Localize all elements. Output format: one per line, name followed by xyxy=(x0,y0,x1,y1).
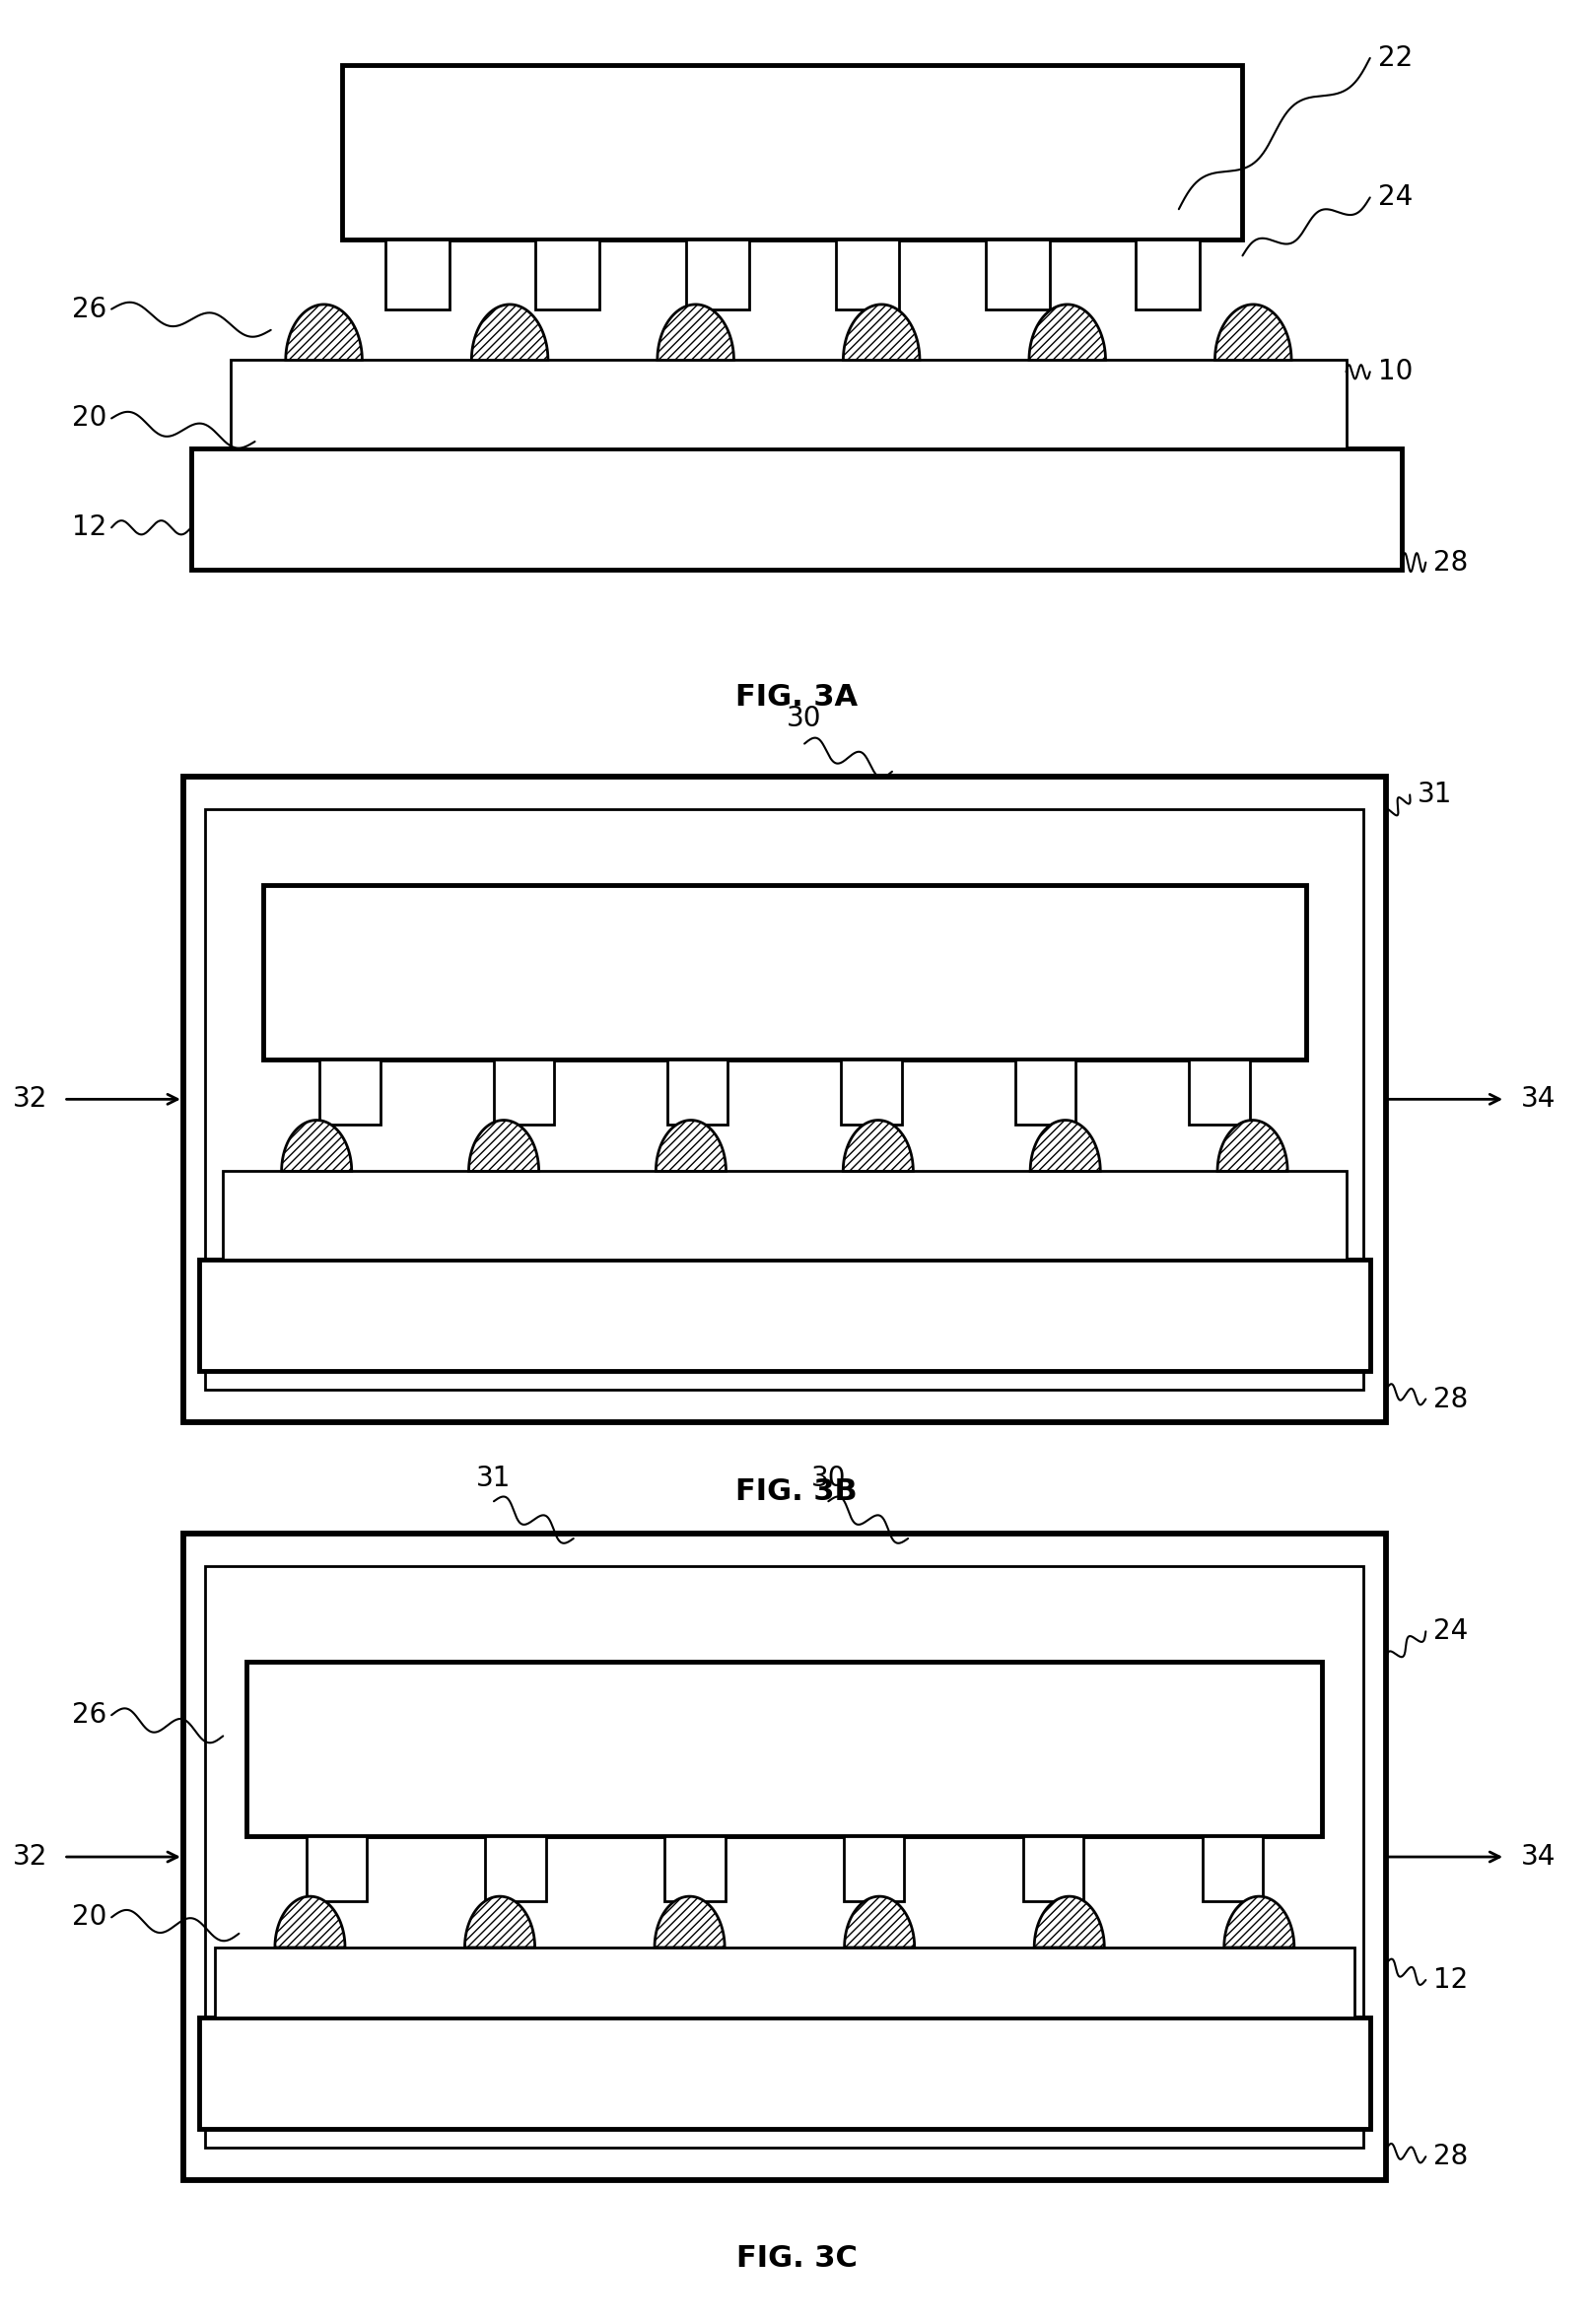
Text: 32: 32 xyxy=(13,1843,48,1871)
Text: 28: 28 xyxy=(1434,1385,1469,1413)
Polygon shape xyxy=(285,304,362,360)
Text: 34: 34 xyxy=(1521,1085,1556,1113)
Bar xyxy=(494,1060,554,1125)
Bar xyxy=(183,776,1386,1422)
Bar xyxy=(231,360,1346,449)
Bar xyxy=(664,1836,725,1901)
Text: 31: 31 xyxy=(476,1464,511,1492)
Polygon shape xyxy=(472,304,548,360)
Polygon shape xyxy=(1029,304,1106,360)
Bar xyxy=(342,65,1243,239)
Text: FIG. 3C: FIG. 3C xyxy=(736,2245,857,2273)
Text: 31: 31 xyxy=(1418,781,1453,809)
Polygon shape xyxy=(1215,304,1292,360)
Text: 32: 32 xyxy=(13,1085,48,1113)
Bar xyxy=(199,2017,1370,2129)
Bar xyxy=(1015,1060,1075,1125)
Bar xyxy=(191,449,1402,569)
Polygon shape xyxy=(465,1896,535,1948)
Bar xyxy=(386,239,449,309)
Bar xyxy=(263,885,1306,1060)
Bar xyxy=(215,1948,1354,2017)
Text: 20: 20 xyxy=(72,404,107,432)
Polygon shape xyxy=(1217,1120,1287,1171)
Bar xyxy=(1203,1836,1263,1901)
Polygon shape xyxy=(1223,1896,1294,1948)
Polygon shape xyxy=(656,1120,726,1171)
Bar xyxy=(205,1566,1364,2147)
Bar xyxy=(223,1171,1346,1260)
Text: 30: 30 xyxy=(787,704,822,732)
Bar xyxy=(986,239,1050,309)
Polygon shape xyxy=(1034,1896,1104,1948)
Polygon shape xyxy=(843,304,919,360)
Polygon shape xyxy=(468,1120,538,1171)
Bar xyxy=(247,1662,1322,1836)
Bar xyxy=(486,1836,546,1901)
Polygon shape xyxy=(658,304,734,360)
Bar xyxy=(1136,239,1200,309)
Bar xyxy=(306,1836,366,1901)
Bar xyxy=(844,1836,905,1901)
Text: 24: 24 xyxy=(1378,184,1413,211)
Bar xyxy=(841,1060,902,1125)
Bar xyxy=(205,809,1364,1390)
Text: 12: 12 xyxy=(1434,1966,1469,1994)
Polygon shape xyxy=(655,1896,725,1948)
Text: 26: 26 xyxy=(72,295,107,323)
Text: 20: 20 xyxy=(72,1903,107,1931)
Text: 22: 22 xyxy=(1378,44,1413,72)
Bar xyxy=(320,1060,381,1125)
Text: 28: 28 xyxy=(1434,2143,1469,2171)
Text: FIG. 3B: FIG. 3B xyxy=(736,1478,857,1506)
Polygon shape xyxy=(282,1120,352,1171)
Text: 30: 30 xyxy=(811,1464,846,1492)
Bar xyxy=(535,239,599,309)
Bar xyxy=(199,1260,1370,1371)
Text: 12: 12 xyxy=(72,514,107,541)
Bar xyxy=(1188,1060,1249,1125)
Text: 24: 24 xyxy=(1434,1618,1469,1645)
Text: 28: 28 xyxy=(1434,548,1469,576)
Polygon shape xyxy=(1031,1120,1101,1171)
Polygon shape xyxy=(844,1896,914,1948)
Bar xyxy=(836,239,900,309)
Bar xyxy=(1023,1836,1083,1901)
Polygon shape xyxy=(843,1120,913,1171)
Bar xyxy=(685,239,749,309)
Text: 34: 34 xyxy=(1521,1843,1556,1871)
Text: FIG. 3A: FIG. 3A xyxy=(736,683,857,711)
Bar xyxy=(183,1534,1386,2180)
Text: 10: 10 xyxy=(1378,358,1413,386)
Polygon shape xyxy=(276,1896,346,1948)
Text: 26: 26 xyxy=(72,1701,107,1729)
Bar xyxy=(667,1060,728,1125)
